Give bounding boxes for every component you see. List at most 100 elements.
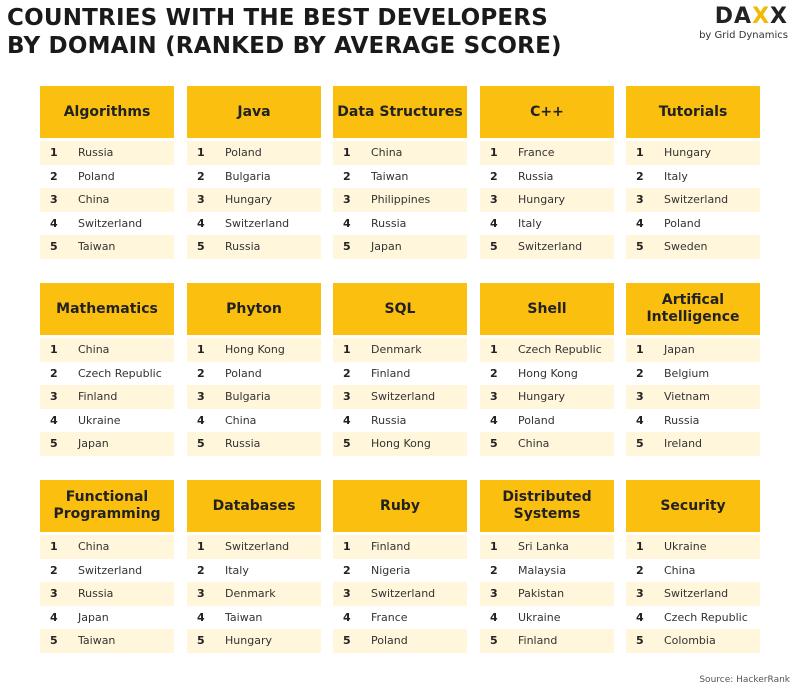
category-title: SQL bbox=[333, 283, 467, 335]
country-name: Hungary bbox=[518, 390, 565, 404]
daxx-logo: DAXX by Grid Dynamics bbox=[678, 6, 788, 42]
country-name: China bbox=[225, 413, 257, 427]
ranking-row: 2 Russia bbox=[480, 164, 614, 188]
ranking-row: 3 Hungary bbox=[480, 385, 614, 409]
country-name: Italy bbox=[664, 169, 688, 183]
ranking-row: 2 Belgium bbox=[626, 361, 760, 385]
country-name: Russia bbox=[78, 146, 114, 160]
country-name: Belgium bbox=[664, 366, 710, 380]
source-note: Source: HackerRank bbox=[699, 675, 790, 685]
country-name: Taiwan bbox=[78, 634, 116, 648]
category-title: Data Structures bbox=[333, 86, 467, 138]
country-name: Sweden bbox=[664, 240, 708, 254]
ranking-row: 5 Hungary bbox=[187, 629, 321, 653]
ranking-row: 3 China bbox=[40, 188, 174, 212]
country-name: Hungary bbox=[225, 634, 272, 648]
ranking-row: 2 Italy bbox=[187, 558, 321, 582]
rank-number: 1 bbox=[490, 540, 498, 554]
ranking-row: 1 Finland bbox=[333, 535, 467, 559]
ranking-row: 3 Bulgaria bbox=[187, 385, 321, 409]
country-name: Japan bbox=[664, 343, 695, 357]
rank-number: 2 bbox=[50, 169, 58, 183]
country-name: Bulgaria bbox=[225, 390, 271, 404]
rank-number: 2 bbox=[490, 563, 498, 577]
ranking-row: 3 Pakistan bbox=[480, 582, 614, 606]
ranking-row: 2 Hong Kong bbox=[480, 361, 614, 385]
country-name: Finland bbox=[78, 390, 118, 404]
category-card: SQL 1 Denmark 2 Finland 3 Switzerland 4 Russia 5 H… bbox=[333, 283, 467, 456]
rank-number: 1 bbox=[343, 540, 351, 554]
ranking-row: 1 Poland bbox=[187, 141, 321, 165]
ranking-list: 1 Czech Republic 2 Hong Kong 3 Hungary 4 Poland… bbox=[480, 338, 614, 456]
country-name: Poland bbox=[225, 146, 262, 160]
rank-number: 3 bbox=[490, 193, 498, 207]
rank-number: 4 bbox=[50, 413, 58, 427]
country-name: Sri Lanka bbox=[518, 540, 569, 554]
ranking-row: 3 Switzerland bbox=[626, 582, 760, 606]
rank-number: 2 bbox=[490, 366, 498, 380]
category-title: Functional Programming bbox=[40, 480, 174, 532]
country-name: Hungary bbox=[225, 193, 272, 207]
country-name: Italy bbox=[225, 563, 249, 577]
rank-number: 4 bbox=[636, 413, 644, 427]
ranking-row: 5 Finland bbox=[480, 629, 614, 653]
ranking-row: 5 Ireland bbox=[626, 432, 760, 456]
ranking-row: 3 Hungary bbox=[480, 188, 614, 212]
category-title: Java bbox=[187, 86, 321, 138]
country-name: Ireland bbox=[664, 437, 703, 451]
category-card: Ruby 1 Finland 2 Nigeria 3 Switzerland 4 France 5… bbox=[333, 480, 467, 653]
rank-number: 5 bbox=[490, 240, 498, 254]
ranking-row: 1 China bbox=[40, 338, 174, 362]
country-name: China bbox=[78, 343, 110, 357]
rank-number: 4 bbox=[490, 413, 498, 427]
ranking-row: 5 Taiwan bbox=[40, 235, 174, 259]
country-name: Russia bbox=[225, 437, 261, 451]
ranking-list: 1 Poland 2 Bulgaria 3 Hungary 4 Switzerland 5 Rus… bbox=[187, 141, 321, 259]
ranking-row: 4 Poland bbox=[480, 408, 614, 432]
country-name: Taiwan bbox=[371, 169, 409, 183]
country-name: Switzerland bbox=[225, 216, 290, 230]
rank-number: 3 bbox=[197, 587, 205, 601]
ranking-row: 1 Ukraine bbox=[626, 535, 760, 559]
rank-number: 5 bbox=[490, 437, 498, 451]
country-name: Italy bbox=[518, 216, 542, 230]
rank-number: 2 bbox=[197, 563, 205, 577]
category-title: Phyton bbox=[187, 283, 321, 335]
rank-number: 1 bbox=[343, 343, 351, 357]
rank-number: 1 bbox=[636, 343, 644, 357]
ranking-row: 5 Japan bbox=[333, 235, 467, 259]
ranking-row: 1 Denmark bbox=[333, 338, 467, 362]
category-card: Shell 1 Czech Republic 2 Hong Kong 3 Hungary 4 P… bbox=[480, 283, 614, 456]
ranking-row: 4 China bbox=[187, 408, 321, 432]
country-name: Pakistan bbox=[518, 587, 565, 601]
country-name: Switzerland bbox=[78, 216, 143, 230]
ranking-row: 4 Russia bbox=[333, 211, 467, 235]
ranking-list: 1 Sri Lanka 2 Malaysia 3 Pakistan 4 Ukraine 5 Fin… bbox=[480, 535, 614, 653]
ranking-list: 1 Ukraine 2 China 3 Switzerland 4 Czech Republi… bbox=[626, 535, 760, 653]
page-title: COUNTRIES WITH THE BEST DEVELOPERS BY DO… bbox=[7, 4, 567, 60]
ranking-row: 5 Sweden bbox=[626, 235, 760, 259]
country-name: China bbox=[78, 193, 110, 207]
country-name: Denmark bbox=[371, 343, 422, 357]
country-name: Nigeria bbox=[371, 563, 411, 577]
ranking-list: 1 Finland 2 Nigeria 3 Switzerland 4 France 5 Pola… bbox=[333, 535, 467, 653]
country-name: Poland bbox=[664, 216, 701, 230]
country-name: Philippines bbox=[371, 193, 431, 207]
rank-number: 4 bbox=[197, 413, 205, 427]
country-name: Russia bbox=[664, 413, 700, 427]
rank-number: 2 bbox=[636, 563, 644, 577]
rank-number: 4 bbox=[636, 610, 644, 624]
ranking-row: 3 Finland bbox=[40, 385, 174, 409]
category-title: Mathematics bbox=[40, 283, 174, 335]
ranking-row: 4 Switzerland bbox=[40, 211, 174, 235]
rank-number: 1 bbox=[197, 146, 205, 160]
ranking-row: 4 Switzerland bbox=[187, 211, 321, 235]
rank-number: 5 bbox=[50, 437, 58, 451]
category-card: Java 1 Poland 2 Bulgaria 3 Hungary 4 Switzerland… bbox=[187, 86, 321, 259]
rank-number: 5 bbox=[197, 240, 205, 254]
ranking-row: 1 Russia bbox=[40, 141, 174, 165]
country-name: Bulgaria bbox=[225, 169, 271, 183]
rank-number: 5 bbox=[50, 240, 58, 254]
ranking-row: 2 China bbox=[626, 558, 760, 582]
rank-number: 1 bbox=[343, 146, 351, 160]
